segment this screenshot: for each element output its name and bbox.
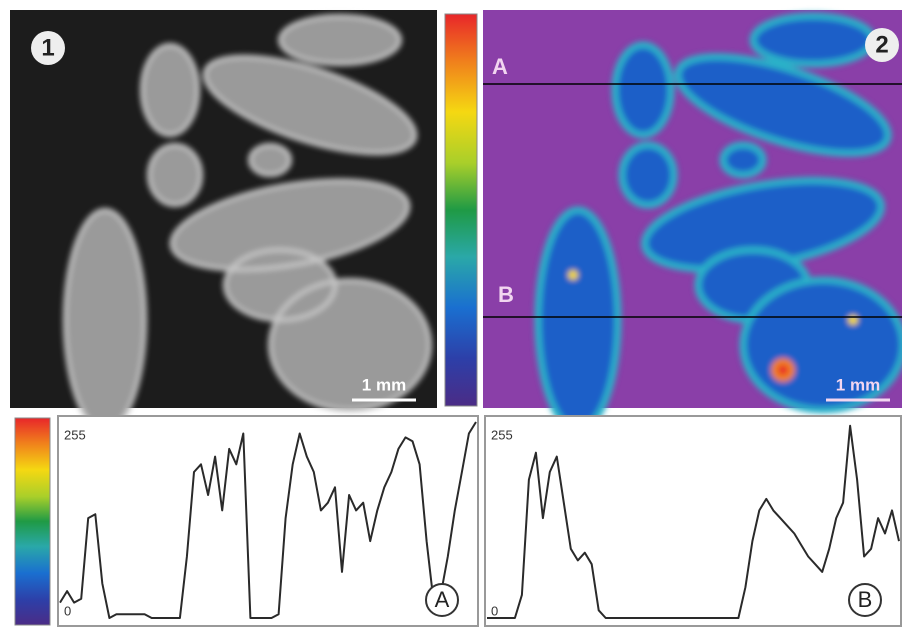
color-bar <box>444 13 478 407</box>
scale-label: 1 mm <box>836 375 880 394</box>
legend-label: B <box>858 587 873 612</box>
line-label: B <box>498 282 514 307</box>
profile-line <box>487 424 900 619</box>
color-bar <box>14 417 51 626</box>
panel-1: 1 1 mm <box>10 10 437 432</box>
panel-number: 1 <box>41 34 54 61</box>
plot-frame <box>484 415 902 627</box>
legend-badge <box>848 583 882 617</box>
panel-2: A B 2 1 mm <box>483 10 902 430</box>
y-tick-label: 255 <box>64 427 86 442</box>
legend-badge <box>425 583 459 617</box>
false-color-image <box>538 16 902 430</box>
panel-badge <box>31 31 65 65</box>
legend-label: A <box>435 587 450 612</box>
profile-line <box>59 421 477 619</box>
plot-frame <box>57 415 479 627</box>
y-tick-label: 0 <box>64 603 71 618</box>
y-tick-label: 0 <box>491 603 498 618</box>
line-label: A <box>492 54 508 79</box>
scale-label: 1 mm <box>362 375 406 394</box>
y-tick-label: 255 <box>491 427 513 442</box>
panel-badge <box>865 28 899 62</box>
panel-number: 2 <box>875 31 888 58</box>
